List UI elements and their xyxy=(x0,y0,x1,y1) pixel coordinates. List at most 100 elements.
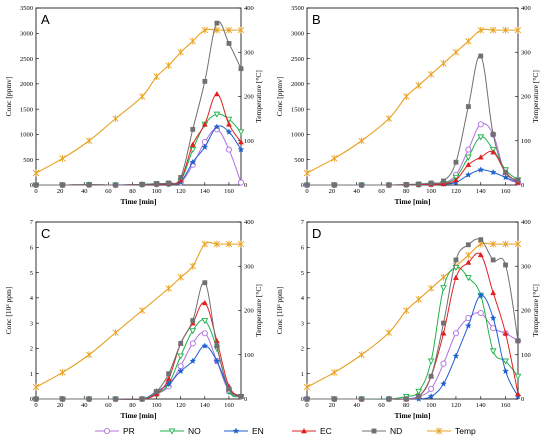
point-ec xyxy=(465,259,472,265)
x-tick-label: 60 xyxy=(378,188,385,195)
point-pr xyxy=(237,179,245,186)
point-nd xyxy=(359,396,365,402)
series-line-en xyxy=(35,345,242,401)
point-temp xyxy=(153,73,160,81)
x-tick-label: 160 xyxy=(501,402,511,409)
y-axis-title: Conc [10³ ppm] xyxy=(275,287,284,335)
series-line-no xyxy=(35,319,242,400)
series-line-temp xyxy=(306,28,518,174)
point-en xyxy=(502,367,509,375)
point-temp xyxy=(85,137,93,145)
point-en xyxy=(201,143,209,150)
y-tick-label: 5 xyxy=(301,270,304,277)
x-tick-label: 100 xyxy=(152,188,162,195)
point-temp xyxy=(138,93,146,100)
series-line-nd xyxy=(35,21,242,186)
point-ec xyxy=(490,149,497,155)
point-ec xyxy=(453,274,459,280)
point-nd xyxy=(154,181,159,186)
y-tick-label: 1500 xyxy=(291,106,304,113)
y-tick-label: 2500 xyxy=(20,56,33,63)
point-ec xyxy=(226,121,232,127)
point-temp xyxy=(189,37,196,45)
y2-tick-label: 0 xyxy=(244,396,247,403)
point-temp xyxy=(165,284,172,292)
point-no xyxy=(177,353,185,360)
point-ec xyxy=(201,121,208,127)
point-temp xyxy=(59,155,66,162)
point-ec xyxy=(213,90,220,97)
point-temp xyxy=(358,351,365,359)
point-nd xyxy=(428,180,434,186)
y-tick-label: 2000 xyxy=(20,81,33,88)
y-tick-label: 500 xyxy=(23,157,33,164)
point-nd xyxy=(214,20,220,26)
y2-tick-label: 300 xyxy=(244,263,254,270)
series-line-ec xyxy=(35,302,242,400)
point-nd xyxy=(214,343,220,349)
y-tick-label: 2000 xyxy=(291,81,304,88)
point-en xyxy=(477,291,485,299)
point-nd xyxy=(190,126,196,132)
legend-label: ND xyxy=(390,426,402,436)
x-tick-label: 140 xyxy=(200,188,210,195)
point-ec xyxy=(201,299,208,306)
y-axis-title: Conc [10³ ppm] xyxy=(4,287,13,335)
legend-marker-en xyxy=(232,427,240,434)
point-temp xyxy=(415,82,422,89)
point-nd xyxy=(515,338,521,344)
point-temp xyxy=(331,155,338,162)
y2-tick-label: 200 xyxy=(244,308,254,315)
point-en xyxy=(213,357,221,364)
series-line-nd xyxy=(306,55,519,186)
point-nd xyxy=(178,175,184,180)
point-en xyxy=(213,123,221,130)
point-nd xyxy=(465,104,471,110)
point-nd xyxy=(453,159,459,165)
legend-item-en: EN xyxy=(224,426,264,436)
point-temp xyxy=(440,273,447,281)
x-tick-label: 20 xyxy=(329,402,336,409)
y-tick-label: 6 xyxy=(30,244,34,251)
point-nd xyxy=(166,371,172,377)
point-ec xyxy=(165,375,172,382)
point-temp xyxy=(440,59,447,67)
x-tick-label: 120 xyxy=(451,402,461,409)
point-temp xyxy=(465,251,472,259)
point-nd xyxy=(331,396,337,402)
legend-item-temp: Temp xyxy=(427,426,476,436)
point-en xyxy=(177,367,185,375)
y2-axis-title: Temperature [°C] xyxy=(254,70,263,123)
x-tick-label: 100 xyxy=(426,402,436,409)
series-line-no xyxy=(306,266,519,400)
point-en xyxy=(427,392,435,400)
y2-tick-label: 300 xyxy=(521,49,531,56)
y-tick-label: 1000 xyxy=(291,132,304,139)
point-pr xyxy=(452,330,459,337)
point-temp xyxy=(385,329,393,337)
point-nd xyxy=(33,396,39,402)
point-nd xyxy=(478,237,484,243)
point-temp xyxy=(427,70,435,78)
x-tick-label: 140 xyxy=(200,402,210,409)
x-tick-label: 160 xyxy=(224,188,234,195)
x-axis-title: Time [min] xyxy=(395,411,431,420)
point-no xyxy=(427,358,435,365)
point-nd xyxy=(238,394,244,399)
point-nd xyxy=(86,396,92,402)
chart-panels: 0 20 40 60 80 100 120 140 1600500100015002000250… xyxy=(4,5,540,420)
y2-tick-label: 0 xyxy=(521,182,524,189)
point-ec xyxy=(477,154,484,160)
point-en xyxy=(477,166,485,173)
y2-tick-label: 200 xyxy=(521,308,531,315)
point-nd xyxy=(178,340,184,346)
legend-marker-no xyxy=(168,428,176,435)
x-tick-label: 100 xyxy=(426,188,436,195)
point-nd xyxy=(166,180,172,186)
y-tick-label: 3 xyxy=(30,320,33,327)
point-temp xyxy=(358,137,365,145)
point-en xyxy=(440,380,447,387)
point-temp xyxy=(331,369,338,376)
point-en xyxy=(502,173,509,181)
